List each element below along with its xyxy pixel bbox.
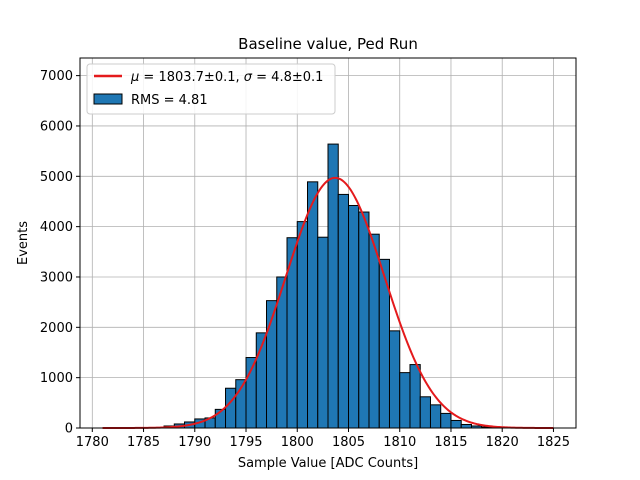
x-tick-label: 1825 xyxy=(537,435,570,450)
histogram-bar xyxy=(409,364,421,429)
histogram-bar xyxy=(460,423,472,429)
legend-fit-mu-value: = 1803.7±0.1, xyxy=(139,70,243,85)
x-tick-label: 1820 xyxy=(486,435,519,450)
x-tick-label: 1780 xyxy=(76,435,109,450)
legend: μ = 1803.7±0.1, σ = 4.8±0.1 RMS = 4.81 xyxy=(86,63,336,115)
y-tick-label: 1000 xyxy=(40,371,73,386)
histogram-bar xyxy=(225,387,237,429)
y-tick-label: 6000 xyxy=(40,119,73,134)
x-tick-label: 1810 xyxy=(383,435,416,450)
plot-frame xyxy=(79,57,577,429)
histogram-bar xyxy=(440,412,452,429)
x-axis-ticks: 1780 1785 1790 1795 1800 1805 1810 1815 1820 1825 xyxy=(76,428,570,450)
chart-title: Baseline value, Ped Run xyxy=(238,35,418,53)
histogram-bar xyxy=(419,396,431,429)
legend-rms-label: RMS = 4.81 xyxy=(131,93,208,108)
histogram-bar xyxy=(399,372,411,429)
histogram-bar xyxy=(296,221,309,429)
legend-rms-swatch xyxy=(93,93,123,105)
histogram-bar xyxy=(347,204,360,429)
histogram-bar xyxy=(450,419,462,429)
histogram-bar xyxy=(337,193,349,429)
y-tick-label: 0 xyxy=(65,422,73,437)
y-axis-label: Events xyxy=(16,221,31,265)
histogram-bar xyxy=(368,233,380,429)
x-tick-label: 1815 xyxy=(434,435,467,450)
legend-fit-label: μ = 1803.7±0.1, σ = 4.8±0.1 xyxy=(130,70,323,85)
histogram-bar xyxy=(358,211,370,429)
y-tick-label: 3000 xyxy=(40,270,73,285)
gaussian-fit-line xyxy=(102,176,554,429)
y-axis-ticks: 0 1000 2000 3000 4000 5000 6000 7000 xyxy=(40,69,80,437)
histogram-bar xyxy=(327,143,339,429)
x-tick-label: 1800 xyxy=(281,435,314,450)
legend-fit-sigma-symbol: σ xyxy=(244,70,253,85)
legend-fit-mu-symbol: μ xyxy=(130,70,139,85)
x-tick-label: 1805 xyxy=(332,435,365,450)
x-tick-label: 1795 xyxy=(229,435,262,450)
legend-box xyxy=(86,63,336,115)
y-tick-label: 2000 xyxy=(40,321,73,336)
x-tick-label: 1790 xyxy=(178,435,211,450)
y-tick-label: 7000 xyxy=(40,69,73,84)
histogram-bar xyxy=(388,330,401,429)
x-axis-label: Sample Value [ADC Counts] xyxy=(238,456,418,471)
legend-fit-sigma-value: = 4.8±0.1 xyxy=(252,70,323,85)
histogram-bar xyxy=(307,181,319,429)
histogram-bar xyxy=(429,404,442,429)
y-tick-label: 5000 xyxy=(40,170,73,185)
histogram-bar xyxy=(317,236,329,429)
x-tick-label: 1785 xyxy=(127,435,160,450)
y-tick-label: 4000 xyxy=(40,220,73,235)
